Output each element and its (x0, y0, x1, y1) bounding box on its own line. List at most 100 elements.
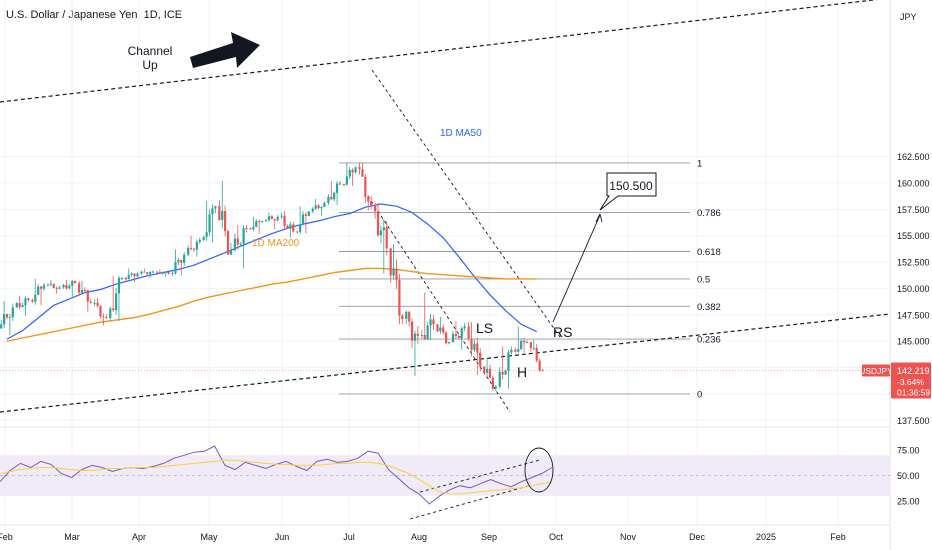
candle-body (395, 268, 398, 280)
candle-body (525, 342, 529, 344)
candle-body (211, 208, 214, 215)
candle-body (370, 201, 373, 206)
currency-label: JPY (900, 12, 917, 22)
candle-body (451, 333, 455, 343)
candle-body (342, 184, 346, 185)
candles (0, 162, 544, 391)
candle-body (149, 272, 152, 275)
descending-channel-lower (367, 195, 511, 413)
fib-level-label: 0.382 (697, 302, 721, 313)
candle-body (0, 324, 3, 329)
candle-body (233, 238, 236, 251)
rsi-panel (0, 445, 554, 505)
candle-body (27, 298, 30, 301)
candle-body (385, 227, 388, 249)
time-tick-label: Dec (689, 532, 706, 542)
candle-body (195, 241, 198, 250)
candle-body (96, 302, 99, 306)
candle-body (189, 247, 193, 249)
candle-body (532, 347, 535, 349)
candle-body (333, 192, 336, 200)
candle-body (260, 220, 264, 222)
candle-body (432, 319, 435, 325)
candle-body (498, 371, 501, 387)
candle-body (49, 283, 52, 285)
candle-body (236, 238, 239, 245)
candle-body (187, 247, 190, 255)
candle-body (376, 211, 380, 236)
time-tick-label: Mar (64, 532, 80, 542)
candle-body (351, 169, 354, 173)
candle-body (460, 328, 463, 338)
rsi-circle (524, 447, 554, 493)
candle-body (405, 311, 408, 320)
candle-body (463, 326, 466, 329)
candle-body (161, 272, 164, 274)
candle-body (286, 225, 289, 229)
candle-body (252, 226, 255, 230)
candle-body (264, 220, 268, 222)
head-label: H (517, 364, 527, 380)
price-badge: USDJPY 142.219-3.64%01:36:59 (0, 362, 931, 399)
candle-body (299, 224, 302, 233)
candle-body (289, 224, 292, 229)
candle-body (504, 371, 507, 375)
time-tick-label: Feb (0, 532, 13, 542)
candle-body (86, 290, 89, 302)
chart-title: U.S. Dollar / Japanese Yen, 1D, ICE (6, 9, 183, 21)
rsi-ma-line (0, 459, 553, 495)
candle-body (314, 205, 317, 209)
price-tick-label: 145.000 (897, 337, 930, 347)
candle-body (239, 243, 242, 245)
candle-body (358, 167, 361, 170)
candle-body (112, 308, 115, 311)
candle-body (514, 349, 517, 352)
time-tick-label: Feb (830, 532, 846, 542)
candle-body (114, 293, 118, 311)
candle-body (420, 334, 423, 336)
candle-body (398, 279, 401, 316)
candle-body (273, 219, 276, 221)
candle-body (8, 317, 11, 319)
candle-body (401, 315, 404, 320)
candle-body (109, 308, 112, 318)
candle-body (255, 221, 258, 227)
candle-body (479, 352, 482, 367)
candle-body (127, 274, 130, 280)
price-tick-label: 160.000 (897, 178, 930, 188)
candle-body (423, 334, 426, 340)
candle-body (541, 370, 544, 372)
rsi-tick-label: 50.00 (897, 471, 920, 481)
candle-body (501, 371, 504, 375)
candle-body (124, 277, 127, 280)
candle-body (473, 343, 476, 350)
candle-body (21, 305, 24, 307)
candle-body (276, 216, 279, 221)
time-tick-label: 2025 (756, 532, 776, 542)
candle-body (136, 273, 139, 277)
candle-body (140, 271, 143, 274)
candle-body (301, 214, 305, 225)
candle-body (245, 228, 248, 229)
candle-body (494, 386, 497, 389)
time-tick-label: Nov (620, 532, 637, 542)
candle-body (171, 273, 174, 274)
candle-body (476, 343, 479, 353)
candle-body (89, 301, 92, 304)
candle-body (307, 211, 310, 216)
candle-body (439, 327, 442, 332)
candle-body (517, 349, 520, 352)
candle-body (529, 342, 533, 349)
descending-channel-upper (371, 69, 561, 338)
candle-body (74, 281, 77, 284)
candle-body (42, 285, 46, 289)
candle-body (327, 196, 330, 203)
candle-body (202, 236, 205, 240)
rsi-band (0, 455, 890, 496)
candle-body (361, 169, 364, 177)
time-tick-label: Jul (343, 532, 355, 542)
target-callout (599, 172, 657, 211)
candle-body (416, 333, 419, 336)
